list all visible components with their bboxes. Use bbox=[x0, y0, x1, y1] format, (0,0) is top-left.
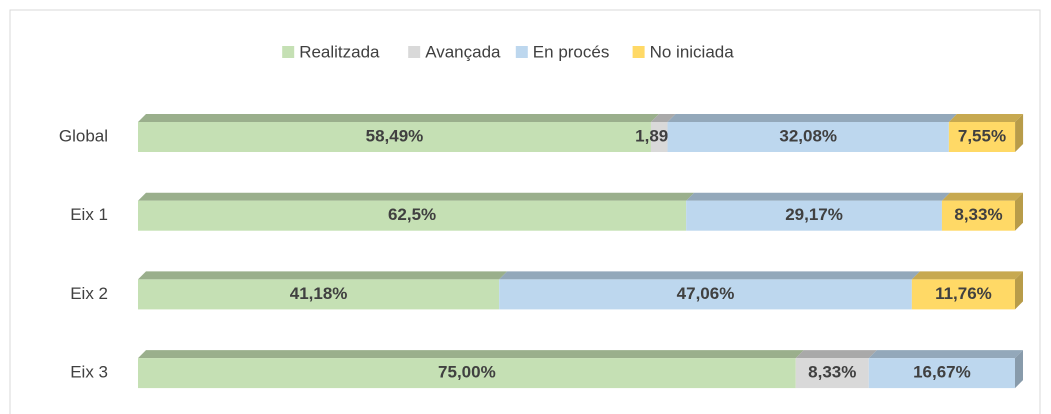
bar-top bbox=[941, 192, 1023, 201]
bar-side bbox=[1015, 271, 1023, 310]
bar-top bbox=[795, 350, 877, 359]
bar bbox=[911, 279, 1015, 310]
data-label: 47,06% bbox=[677, 284, 735, 303]
y-tick-label: Eix 2 bbox=[70, 284, 108, 303]
legend-swatch bbox=[408, 46, 421, 58]
bar-top bbox=[138, 192, 695, 201]
bar-top bbox=[138, 114, 659, 122]
legend-swatch bbox=[282, 46, 295, 58]
bar bbox=[948, 122, 1016, 152]
data-label: 11,76% bbox=[935, 284, 992, 303]
bar bbox=[868, 358, 1015, 389]
data-label: 8,33% bbox=[954, 205, 1002, 224]
y-tick-label: Global bbox=[59, 126, 108, 145]
y-tick-label: Eix 1 bbox=[70, 205, 108, 224]
legend-swatch bbox=[632, 46, 645, 58]
bar bbox=[499, 279, 912, 310]
bar-top bbox=[948, 114, 1024, 122]
bar-side bbox=[1015, 350, 1023, 389]
bar bbox=[138, 200, 687, 231]
bar bbox=[138, 122, 651, 152]
legend-label: No iniciada bbox=[650, 42, 735, 61]
legend-label: Realitzada bbox=[299, 42, 380, 61]
legend-label: Avançada bbox=[425, 42, 501, 61]
bar bbox=[650, 122, 668, 152]
bar bbox=[795, 358, 869, 389]
bar-top bbox=[911, 271, 1023, 280]
legend-label: En procés bbox=[533, 42, 610, 61]
bar-top bbox=[650, 114, 676, 122]
bar-top bbox=[686, 192, 950, 201]
data-label: 7,55% bbox=[958, 126, 1006, 145]
data-label: 41,18% bbox=[290, 284, 348, 303]
data-label: 62,5% bbox=[388, 205, 436, 224]
bar bbox=[667, 122, 949, 152]
bar-top bbox=[667, 114, 957, 122]
bar bbox=[941, 200, 1015, 231]
bar bbox=[138, 358, 796, 389]
bar-top bbox=[138, 271, 508, 280]
chart-frame bbox=[9, 9, 1041, 414]
data-label: 58,49% bbox=[366, 126, 424, 145]
bar bbox=[138, 279, 500, 310]
y-tick-label: Eix 3 bbox=[70, 363, 108, 382]
bar-top bbox=[138, 350, 804, 359]
data-label: 29,17% bbox=[785, 205, 843, 224]
data-label: 16,67% bbox=[913, 363, 971, 382]
bar-side bbox=[1015, 192, 1023, 231]
bar bbox=[686, 200, 942, 231]
bar-top bbox=[868, 350, 1023, 359]
data-label: 32,08% bbox=[779, 126, 837, 145]
data-label: 8,33% bbox=[808, 363, 856, 382]
bar-side bbox=[1015, 114, 1024, 152]
data-label: 75,00% bbox=[438, 363, 496, 382]
bar-top bbox=[499, 271, 920, 280]
legend-swatch bbox=[515, 46, 528, 58]
